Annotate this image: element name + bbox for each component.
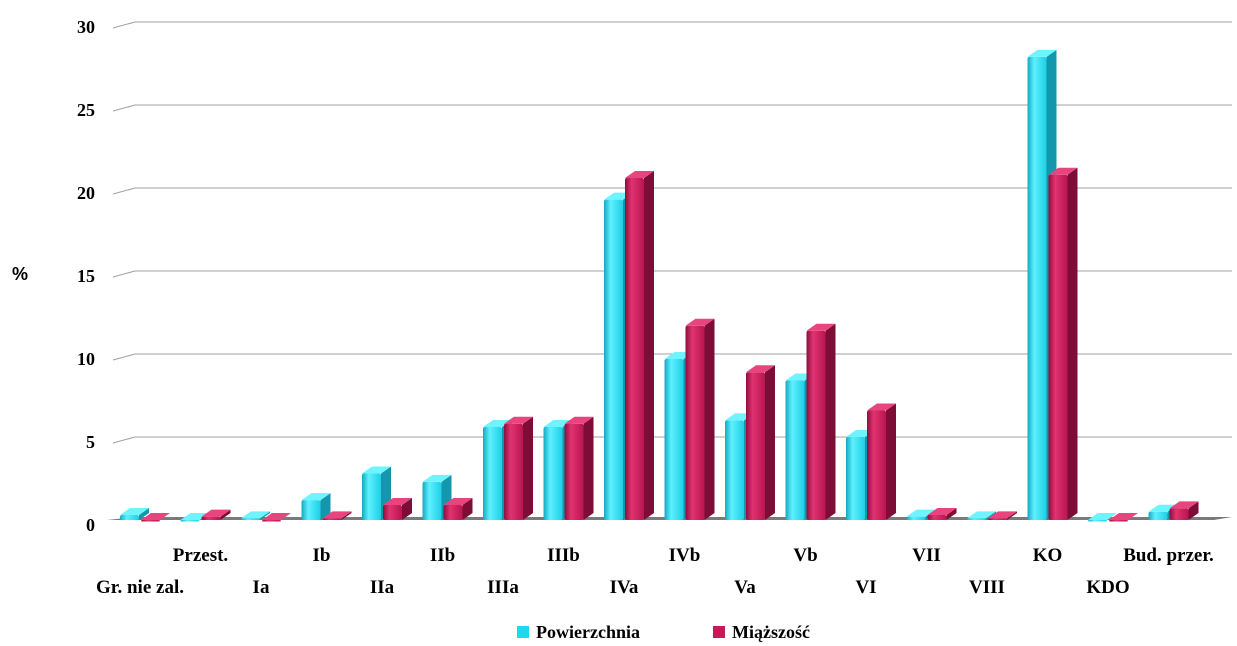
x-tick-label: VIII [969,577,1005,598]
x-tick-label: KDO [1086,577,1129,598]
gridline [112,270,1232,278]
y-axis-label: % [12,264,28,284]
bar-miazszosc [201,509,231,520]
legend: Powierzchnia Miąższość [517,622,810,642]
x-tick-label: KO [1033,545,1063,566]
x-tick-label: IIIb [547,545,580,566]
bar-miazszosc [262,513,291,522]
x-tick-label: IIIa [487,577,519,598]
bar-powierzchnia [967,511,996,520]
bar-powierzchnia [301,493,331,520]
x-tick-label: Przest. [173,545,228,566]
y-tick-label: 20 [77,183,95,203]
legend-swatch [713,626,725,638]
x-tick-label: IIa [370,577,395,598]
bar-miazszosc [322,511,352,520]
x-tick-label: Gr. nie zal. [96,577,184,598]
x-tick-label: IVa [610,577,639,598]
legend-label: Powierzchnia [536,622,640,642]
x-tick-label: VII [912,545,941,566]
bar-miazszosc [746,365,775,520]
gridline [112,187,1232,195]
y-tick-label: 15 [77,266,95,286]
gridline [112,353,1232,361]
bar-miazszosc [141,513,170,522]
bar-miazszosc [625,171,654,521]
bar-powierzchnia [120,508,149,520]
y-tick-label: 10 [77,349,95,369]
x-axis-labels: Gr. nie zal. Przest. Ia Ib IIa IIb IIIa IIIb IVa… [96,545,1214,598]
bar-miazszosc [867,403,896,520]
x-tick-label: Ib [313,545,331,566]
x-tick-label: Vb [793,545,817,566]
legend-swatch [517,626,529,638]
bar-miazszosc [564,416,594,520]
bars [120,49,1199,522]
legend-label: Miąższość [732,622,810,642]
y-tick-label: 30 [77,17,95,37]
y-axis: 0 5 10 15 20 25 30 [77,17,95,535]
x-tick-label: IVb [669,545,701,566]
y-tick-label: 5 [86,432,95,452]
x-tick-label: Va [734,577,756,598]
x-tick-label: IIb [430,545,455,566]
bar-miazszosc [504,416,533,520]
gridline [112,21,1232,29]
bar-powierzchnia [241,511,270,520]
gridline [112,104,1232,112]
bar-powierzchnia [1088,513,1117,522]
x-tick-label: Bud. przer. [1123,545,1214,566]
bar-miazszosc [383,498,412,520]
y-tick-label: 0 [86,515,95,535]
bar-miazszosc [1109,513,1138,522]
bar-miazszosc [927,508,957,520]
y-tick-label: 25 [77,100,95,120]
x-tick-label: VI [855,577,876,598]
x-tick-label: Ia [253,577,270,598]
bar-miazszosc [806,323,836,520]
bar-miazszosc [443,498,473,520]
bar-miazszosc [1169,501,1199,520]
bar-miazszosc [685,318,715,520]
bar-miazszosc [988,511,1017,520]
bar-miazszosc [1048,167,1078,520]
bar-powierzchnia [180,513,210,522]
